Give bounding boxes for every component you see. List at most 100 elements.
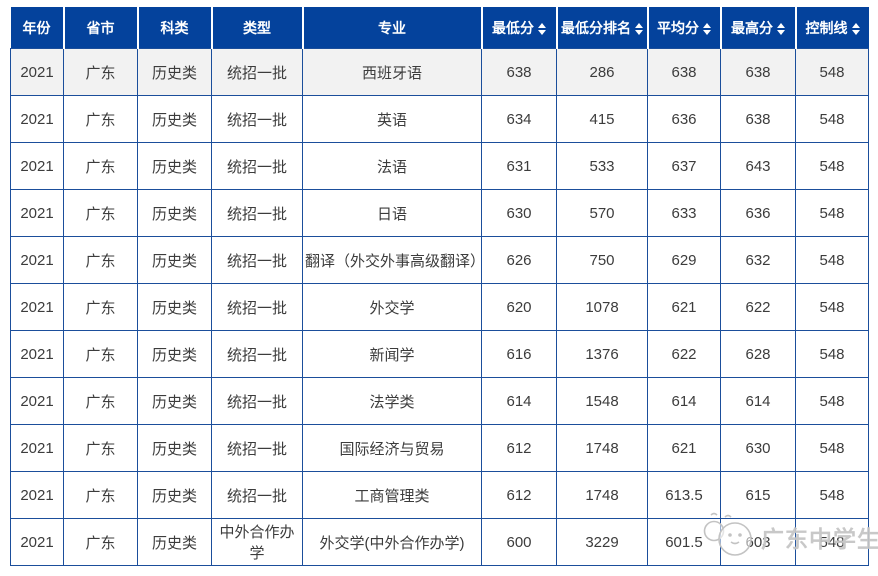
table-cell: 631	[481, 142, 557, 190]
column-header-2: 省市	[63, 7, 139, 49]
table-cell: 615	[720, 471, 796, 519]
sort-icon[interactable]	[703, 22, 711, 35]
table-cell: 历史类	[137, 424, 212, 472]
table-cell: 637	[647, 142, 721, 190]
table-cell: 548	[795, 377, 869, 425]
table-body: 2021 广东 历史类 统招一批 西班牙语 638 286 638 638 548 2021 广东 历史…	[10, 48, 869, 566]
table-cell: 历史类	[137, 330, 212, 378]
sort-icon[interactable]	[635, 22, 643, 35]
table-cell: 历史类	[137, 236, 212, 284]
column-label: 最低分排名	[561, 19, 631, 36]
table-cell: 2021	[10, 283, 64, 331]
table-cell: 广东	[63, 283, 138, 331]
table-cell: 2021	[10, 518, 64, 566]
table-cell: 3229	[556, 518, 648, 566]
table-cell: 548	[795, 142, 869, 190]
column-header-3: 科类	[137, 7, 213, 49]
table-cell: 622	[720, 283, 796, 331]
table-cell: 2021	[10, 377, 64, 425]
table-cell: 外交学(中外合作办学)	[302, 518, 482, 566]
table-cell: 548	[795, 236, 869, 284]
column-header-6[interactable]: 最低分	[481, 7, 558, 49]
table-cell: 626	[481, 236, 557, 284]
table-cell: 统招一批	[211, 189, 303, 237]
table-cell: 636	[720, 189, 796, 237]
table-cell: 广东	[63, 48, 138, 96]
column-header-10[interactable]: 控制线	[795, 7, 869, 49]
table-cell: 750	[556, 236, 648, 284]
table-cell: 翻译（外交外事高级翻译）	[302, 236, 485, 284]
table-cell: 广东	[63, 377, 138, 425]
table-cell: 1748	[556, 424, 648, 472]
table-cell: 570	[556, 189, 648, 237]
table-cell: 638	[647, 48, 721, 96]
column-header-8[interactable]: 平均分	[647, 7, 722, 49]
column-label: 年份	[22, 19, 51, 36]
table-cell: 法学类	[302, 377, 482, 425]
column-header-7[interactable]: 最低分排名	[556, 7, 649, 49]
table-cell: 历史类	[137, 48, 212, 96]
table-cell: 548	[795, 283, 869, 331]
column-label: 省市	[86, 19, 115, 36]
table-cell: 统招一批	[211, 142, 303, 190]
table-cell: 广东	[63, 424, 138, 472]
table-cell: 614	[647, 377, 721, 425]
table-cell: 415	[556, 95, 648, 143]
table-cell: 广东	[63, 518, 138, 566]
table-cell: 统招一批	[211, 471, 303, 519]
header-row: 年份 省市 科类 类型 专业 最低分 最低分排名 平均分 最高分 控制线	[10, 7, 869, 49]
table-row: 2021 广东 历史类 中外合作办学 外交学(中外合作办学) 600 3229 601.5 60…	[10, 518, 869, 566]
table-cell: 历史类	[137, 142, 212, 190]
table-cell: 630	[481, 189, 557, 237]
sort-icon[interactable]	[538, 22, 546, 35]
table-cell: 统招一批	[211, 330, 303, 378]
table-cell: 2021	[10, 142, 64, 190]
table-cell: 630	[720, 424, 796, 472]
table-cell: 广东	[63, 471, 138, 519]
table-cell: 统招一批	[211, 48, 303, 96]
table-cell: 历史类	[137, 189, 212, 237]
sort-icon[interactable]	[851, 22, 860, 35]
table-cell: 新闻学	[302, 330, 482, 378]
table-row: 2021 广东 历史类 统招一批 新闻学 616 1376 622 628 548	[10, 330, 869, 378]
table-cell: 548	[795, 95, 869, 143]
table-cell: 612	[481, 471, 557, 519]
table-cell: 632	[720, 236, 796, 284]
table-cell: 英语	[302, 95, 482, 143]
column-header-9[interactable]: 最高分	[720, 7, 797, 49]
table-cell: 548	[795, 471, 869, 519]
table-cell: 621	[647, 424, 721, 472]
table-cell: 统招一批	[211, 236, 303, 284]
column-header-5: 专业	[302, 7, 483, 49]
table-cell: 法语	[302, 142, 482, 190]
table-cell: 638	[720, 95, 796, 143]
table-row: 2021 广东 历史类 统招一批 法学类 614 1548 614 614 548	[10, 377, 869, 425]
table-row: 2021 广东 历史类 统招一批 工商管理类 612 1748 613.5 615 548	[10, 471, 869, 519]
table-cell: 2021	[10, 471, 64, 519]
table-cell: 历史类	[137, 518, 212, 566]
table-row: 2021 广东 历史类 统招一批 英语 634 415 636 638 548	[10, 95, 869, 143]
table-cell: 612	[481, 424, 557, 472]
column-label: 最高分	[731, 19, 773, 36]
table-cell: 2021	[10, 95, 64, 143]
sort-icon[interactable]	[777, 22, 785, 35]
table-cell: 548	[795, 424, 869, 472]
table-cell: 621	[647, 283, 721, 331]
table-cell: 历史类	[137, 283, 212, 331]
table-cell: 2021	[10, 330, 64, 378]
table-cell: 1376	[556, 330, 648, 378]
table-cell: 533	[556, 142, 648, 190]
table-cell: 西班牙语	[302, 48, 482, 96]
table-cell: 616	[481, 330, 557, 378]
table-cell: 1078	[556, 283, 648, 331]
table-cell: 统招一批	[211, 95, 303, 143]
table-row: 2021 广东 历史类 统招一批 法语 631 533 637 643 548	[10, 142, 869, 190]
table-cell: 1548	[556, 377, 648, 425]
table-cell: 工商管理类	[302, 471, 482, 519]
table-cell: 2021	[10, 189, 64, 237]
table-cell: 外交学	[302, 283, 482, 331]
table-row: 2021 广东 历史类 统招一批 日语 630 570 633 636 548	[10, 189, 869, 237]
admission-score-table: 年份 省市 科类 类型 专业 最低分 最低分排名 平均分 最高分 控制线 2021 广东 历史类 统招一…	[10, 7, 869, 566]
table-row: 2021 广东 历史类 统招一批 国际经济与贸易 612 1748 621 630 548	[10, 424, 869, 472]
table-cell: 广东	[63, 142, 138, 190]
